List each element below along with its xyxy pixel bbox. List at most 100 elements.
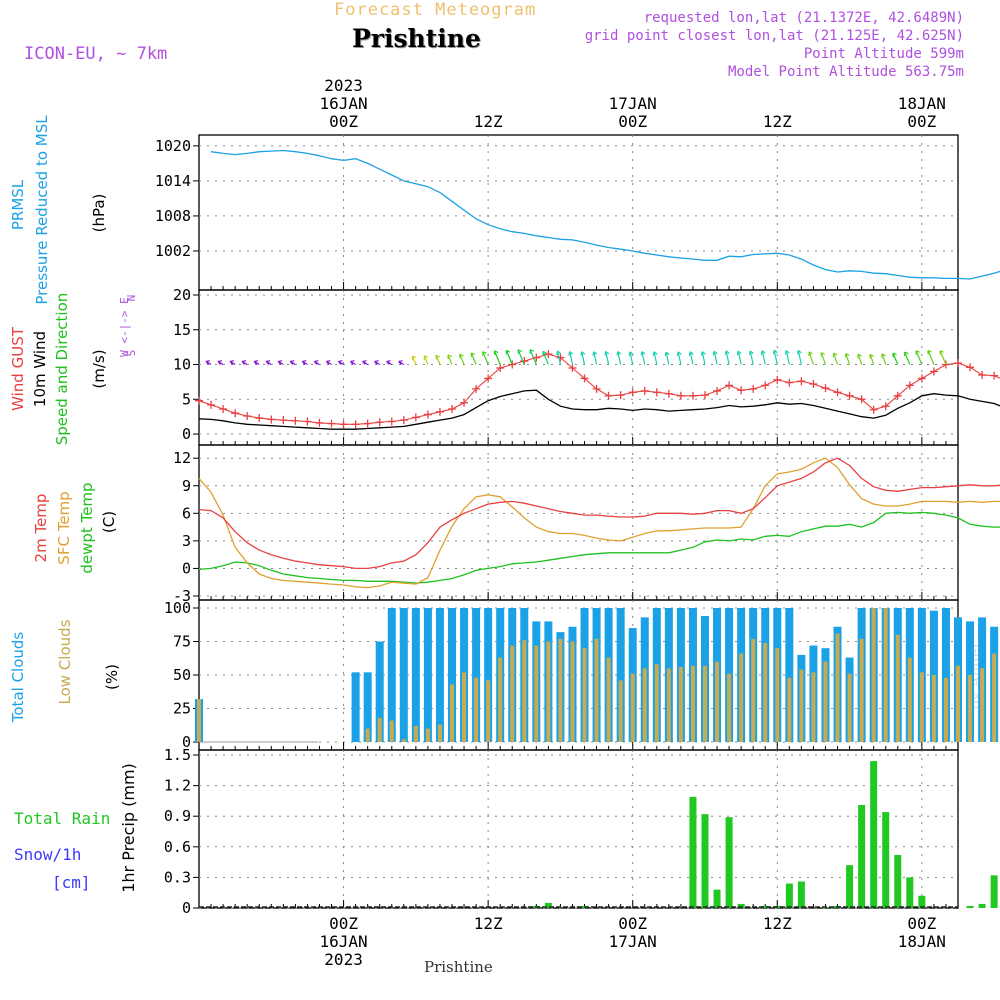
wind-direction-arrow	[857, 353, 863, 365]
gust-marker	[917, 374, 926, 383]
model-label: ICON-EU, ~ 7km	[24, 44, 168, 64]
low-cloud-bar	[775, 648, 780, 742]
low-cloud-bar	[594, 638, 599, 742]
gust-marker	[652, 388, 661, 397]
gust-marker	[893, 391, 902, 400]
wind-arrow-head	[338, 360, 343, 365]
gust-marker	[472, 384, 481, 393]
wind-direction-arrow	[820, 352, 827, 365]
wind-arrow-head	[592, 351, 598, 356]
wind-direction-arrow	[773, 350, 778, 365]
wind-arrow-head	[374, 360, 379, 365]
rain-bar	[906, 877, 914, 908]
rain-bar	[858, 804, 866, 908]
rain-bar	[846, 865, 854, 908]
wind-arrow-head	[796, 349, 802, 355]
total-cloud-bar	[411, 608, 420, 742]
low-clouds-label: Low Clouds	[56, 619, 74, 704]
total-cloud-bar	[423, 608, 432, 742]
top-time-label: 17JAN	[609, 94, 657, 113]
low-cloud-bar	[919, 672, 924, 742]
low-cloud-bar	[980, 668, 985, 742]
low-cloud-bar	[871, 608, 876, 742]
wind-arrow-head	[652, 351, 658, 356]
wind-arrow-head	[505, 349, 511, 355]
wind-arrow-head	[205, 360, 211, 365]
rain-bar	[870, 761, 878, 908]
gust-marker	[990, 371, 999, 380]
wind-arrow-head	[760, 350, 766, 355]
total-clouds-label: Total Clouds	[9, 632, 27, 724]
wind-direction-arrow	[915, 350, 923, 365]
total-cloud-bar	[351, 672, 360, 742]
gust-marker	[929, 367, 938, 376]
rain-bar	[544, 902, 552, 908]
wind-arrow-head	[915, 350, 920, 355]
y-tick-label: 0.6	[164, 838, 191, 856]
gust-marker	[568, 364, 577, 372]
snow-label: Snow/1h	[14, 845, 81, 864]
low-cloud-bar	[811, 672, 816, 742]
sfc-temp-line	[198, 457, 1000, 589]
total-cloud-bar	[484, 608, 493, 742]
wind-arrow-head	[857, 353, 862, 359]
wind-direction-arrow	[505, 350, 513, 365]
gust-marker	[604, 391, 613, 400]
low-cloud-bar	[365, 728, 370, 742]
y-tick-label: 1.2	[164, 777, 191, 795]
low-cloud-bar	[678, 666, 683, 742]
snow-unit-label: [cm]	[52, 873, 91, 892]
location-title: Prishtine	[352, 24, 481, 53]
low-cloud-bar	[847, 673, 852, 742]
wind10m-line	[198, 389, 1000, 430]
wind-direction-arrow	[641, 351, 646, 365]
y-tick-label: -3	[173, 587, 191, 605]
low-cloud-bar	[630, 673, 635, 742]
gust-marker	[640, 386, 649, 395]
wind-arrow-head	[493, 350, 499, 355]
gust-marker	[749, 384, 758, 393]
gust-marker	[954, 359, 962, 368]
low-cloud-bar	[943, 677, 948, 742]
low-cloud-bar	[956, 665, 960, 742]
low-cloud-bar	[895, 634, 900, 742]
wind-arrow-head	[772, 349, 778, 355]
low-cloud-bar	[558, 638, 563, 742]
low-cloud-bar	[401, 739, 406, 742]
gust-marker	[773, 375, 782, 384]
wind-direction-arrow	[593, 351, 598, 365]
rain-bar	[882, 812, 890, 908]
rain-bar	[725, 817, 733, 908]
y-tick-label: 20	[173, 286, 191, 304]
gust-marker	[387, 417, 396, 426]
wind-direction-arrow	[581, 351, 586, 365]
wind-direction-arrow	[617, 351, 622, 365]
wind-speed-direction-label: Speed and Direction	[53, 293, 71, 446]
wind-arrow-head	[313, 360, 319, 365]
low-cloud-bar	[450, 684, 454, 742]
gust-marker	[496, 364, 505, 372]
gust-marker	[592, 384, 601, 393]
low-cloud-bar	[389, 720, 394, 742]
wind-arrow-head	[580, 351, 586, 356]
top-time-label: 00Z	[618, 112, 647, 131]
gust-marker	[881, 402, 890, 411]
low-cloud-bar	[534, 645, 539, 742]
gust-marker	[339, 420, 348, 429]
gust-marker	[291, 416, 300, 425]
rain-bar	[761, 905, 769, 908]
wind-direction-arrow	[939, 350, 947, 365]
wind-arrow-head	[700, 351, 706, 356]
t2m-temp-line	[198, 457, 1000, 570]
wind-direction-arrow	[797, 350, 802, 365]
low-cloud-bar	[931, 675, 936, 742]
wind-arrow-head	[229, 360, 235, 365]
top-time-label: 00Z	[907, 112, 936, 131]
low-cloud-bar	[462, 672, 467, 742]
gust-marker	[327, 419, 336, 428]
y-tick-label: 1002	[155, 242, 191, 260]
pressure-unit-label: (hPa)	[90, 194, 108, 233]
bottom-time-label: 12Z	[763, 914, 792, 933]
wind-arrow-head	[398, 360, 403, 365]
